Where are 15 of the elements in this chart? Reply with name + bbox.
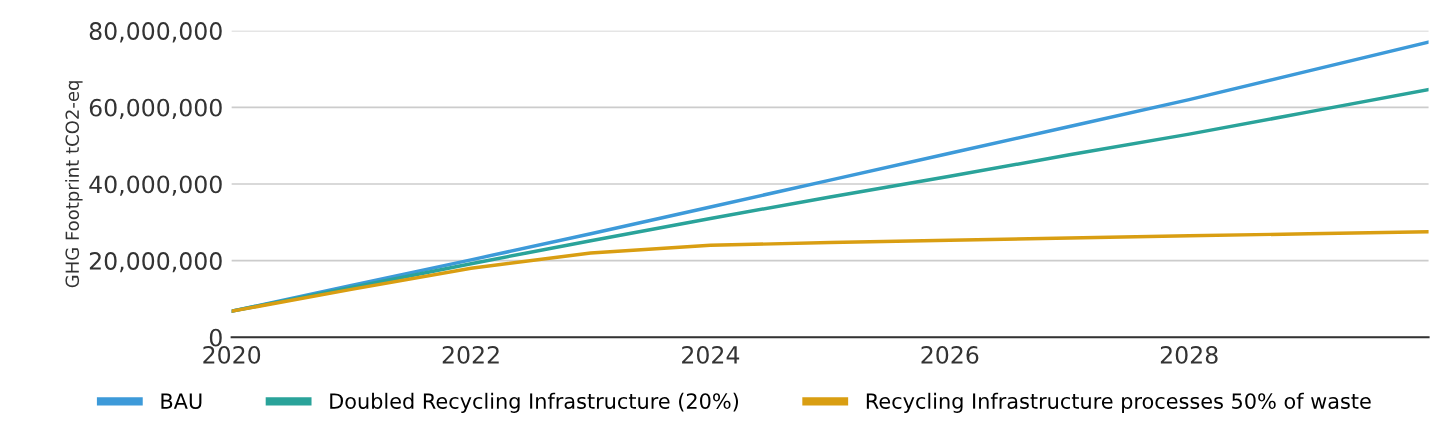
x-tick-label: 2028 (1160, 346, 1218, 364)
y-tick-label: 80,000,000 (89, 22, 222, 43)
line-series (231, 230, 1429, 313)
legend-label: Recycling Infrastructure processes 50% of waste (866, 392, 1371, 413)
legend-label: BAU (161, 393, 202, 409)
x-tick-label: 2022 (442, 346, 499, 364)
y-axis-title: GHG Footprint tCO2-eq (65, 81, 83, 288)
y-tick-label: 60,000,000 (89, 98, 222, 120)
legend-label: Doubled Recycling Infrastructure (20%) (330, 392, 739, 413)
y-tick-label: 20,000,000 (89, 252, 222, 273)
x-tick-label: 2020 (203, 346, 261, 364)
y-tick-label: 0 (209, 328, 222, 347)
x-tick-label: 2024 (682, 346, 740, 364)
y-tick-label: 40,000,000 (89, 175, 222, 196)
x-tick-label: 2026 (921, 346, 979, 364)
